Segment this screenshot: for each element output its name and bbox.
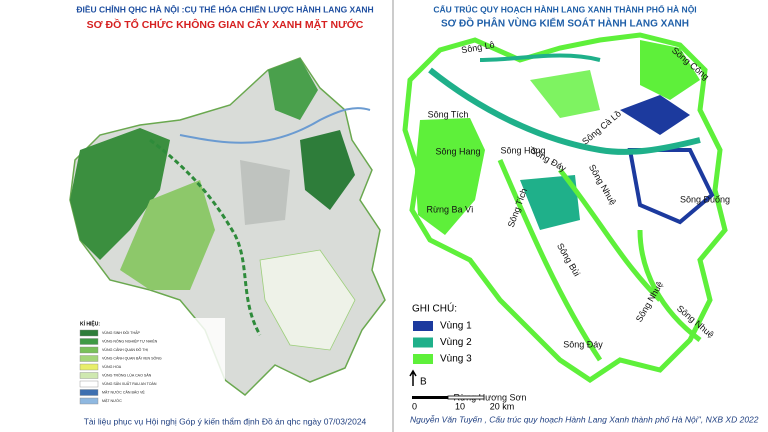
day-zone [520, 175, 580, 230]
map-label: Rừng Ba Vì [426, 204, 473, 214]
left-map [69, 57, 386, 408]
legend-label: VÙNG TRỒNG LÚA CAO SẢN [102, 372, 152, 377]
legend-swatch [79, 363, 99, 371]
scale-label: 10 [455, 401, 465, 411]
legend-label: Vùng 3 [440, 354, 472, 365]
legend-label: Vùng 2 [440, 337, 472, 348]
scale-bar [447, 395, 485, 400]
legend-label: VÙNG NÔNG NGHIỆP TỰ NHIÊN [102, 338, 158, 343]
hatched-zone [259, 249, 356, 351]
legend-label: MẶT NƯỚC [102, 398, 122, 403]
title: CẤU TRÚC QUY HOẠCH HÀNH LANG XANH THÀNH … [433, 3, 696, 14]
scale-bar [412, 396, 448, 399]
title: ĐIỀU CHỈNH QHC HÀ NỘI :CỤ THỂ HÓA CHIẾN … [76, 3, 373, 14]
legend-label: VÙNG CẢNH QUAN BÃI VEN SÔNG [102, 355, 162, 360]
song-hong [428, 67, 701, 155]
legend-swatch [413, 337, 433, 348]
footer: Tài liệu phục vụ Hội nghị Góp ý kiến thẩ… [84, 416, 367, 426]
legend-label: Vùng 1 [440, 321, 472, 332]
legend-swatch [79, 397, 99, 405]
north-zone [640, 40, 700, 100]
east-zone [300, 130, 355, 210]
scale-label: 0 [412, 401, 417, 411]
map-label: Sông Tích [428, 109, 469, 119]
north-arrow [409, 369, 417, 386]
legend-swatch [79, 355, 99, 362]
right-map [402, 32, 728, 384]
legend-swatch [79, 338, 99, 345]
legend-swatch [79, 346, 99, 354]
forest-zone [70, 128, 170, 260]
map-label: Sông Hang [435, 146, 480, 156]
river [179, 107, 371, 144]
song-nhue-south [637, 229, 702, 342]
legend-title: KÍ HIỆU: [80, 319, 100, 327]
subtitle: SƠ ĐỒ PHÂN VÙNG KIỂM SOÁT HÀNH LANG XANH [441, 17, 689, 30]
map-label: Sông Đáy [563, 339, 603, 349]
green-corridor [149, 138, 262, 336]
duong-loop [627, 148, 715, 225]
map-label: Sông Đuống [680, 194, 730, 204]
citation: Nguyễn Văn Tuyến , Cấu trúc quy hoạch Hà… [410, 414, 759, 424]
legend-label: VÙNG SẢN XUẤT RAU AN TOÀN [102, 381, 157, 386]
legend-label: VÙNG HOA [102, 364, 122, 369]
map-label: Rừng Hương Sơn [454, 392, 527, 402]
legend-title: GHI CHÚ: [412, 302, 457, 315]
ca-lo-zone [530, 70, 600, 118]
legend-label: VÙNG SINH ĐỒI THẤP [102, 330, 140, 335]
legend-swatch [79, 372, 99, 379]
hong-core [620, 95, 690, 135]
north-zone [268, 58, 318, 120]
scale-label: 20 km [490, 401, 515, 411]
ba-vi-zone [415, 118, 485, 235]
legend-swatch [79, 329, 99, 337]
legend-label: MẶT NƯỚC CẦN BẢO VỆ [102, 389, 145, 394]
legend-label: VÙNG CẢNH QUAN ĐÔ THỊ [102, 347, 148, 352]
song-day [497, 159, 603, 362]
urban-core [240, 160, 290, 225]
subtitle: SƠ ĐỒ TỔ CHỨC KHÔNG GIAN CÂY XANH MẶT NƯ… [87, 18, 364, 31]
farm-zone [120, 180, 215, 290]
song-nhue [558, 168, 662, 302]
legend-swatch [79, 380, 99, 388]
legend-box [75, 318, 225, 408]
map-label: Sông Hồng [500, 145, 545, 155]
north-label: B [420, 377, 427, 388]
legend-swatch [79, 389, 99, 396]
legend-swatch [413, 354, 433, 364]
legend-swatch [413, 321, 433, 331]
song-lo [479, 53, 601, 62]
